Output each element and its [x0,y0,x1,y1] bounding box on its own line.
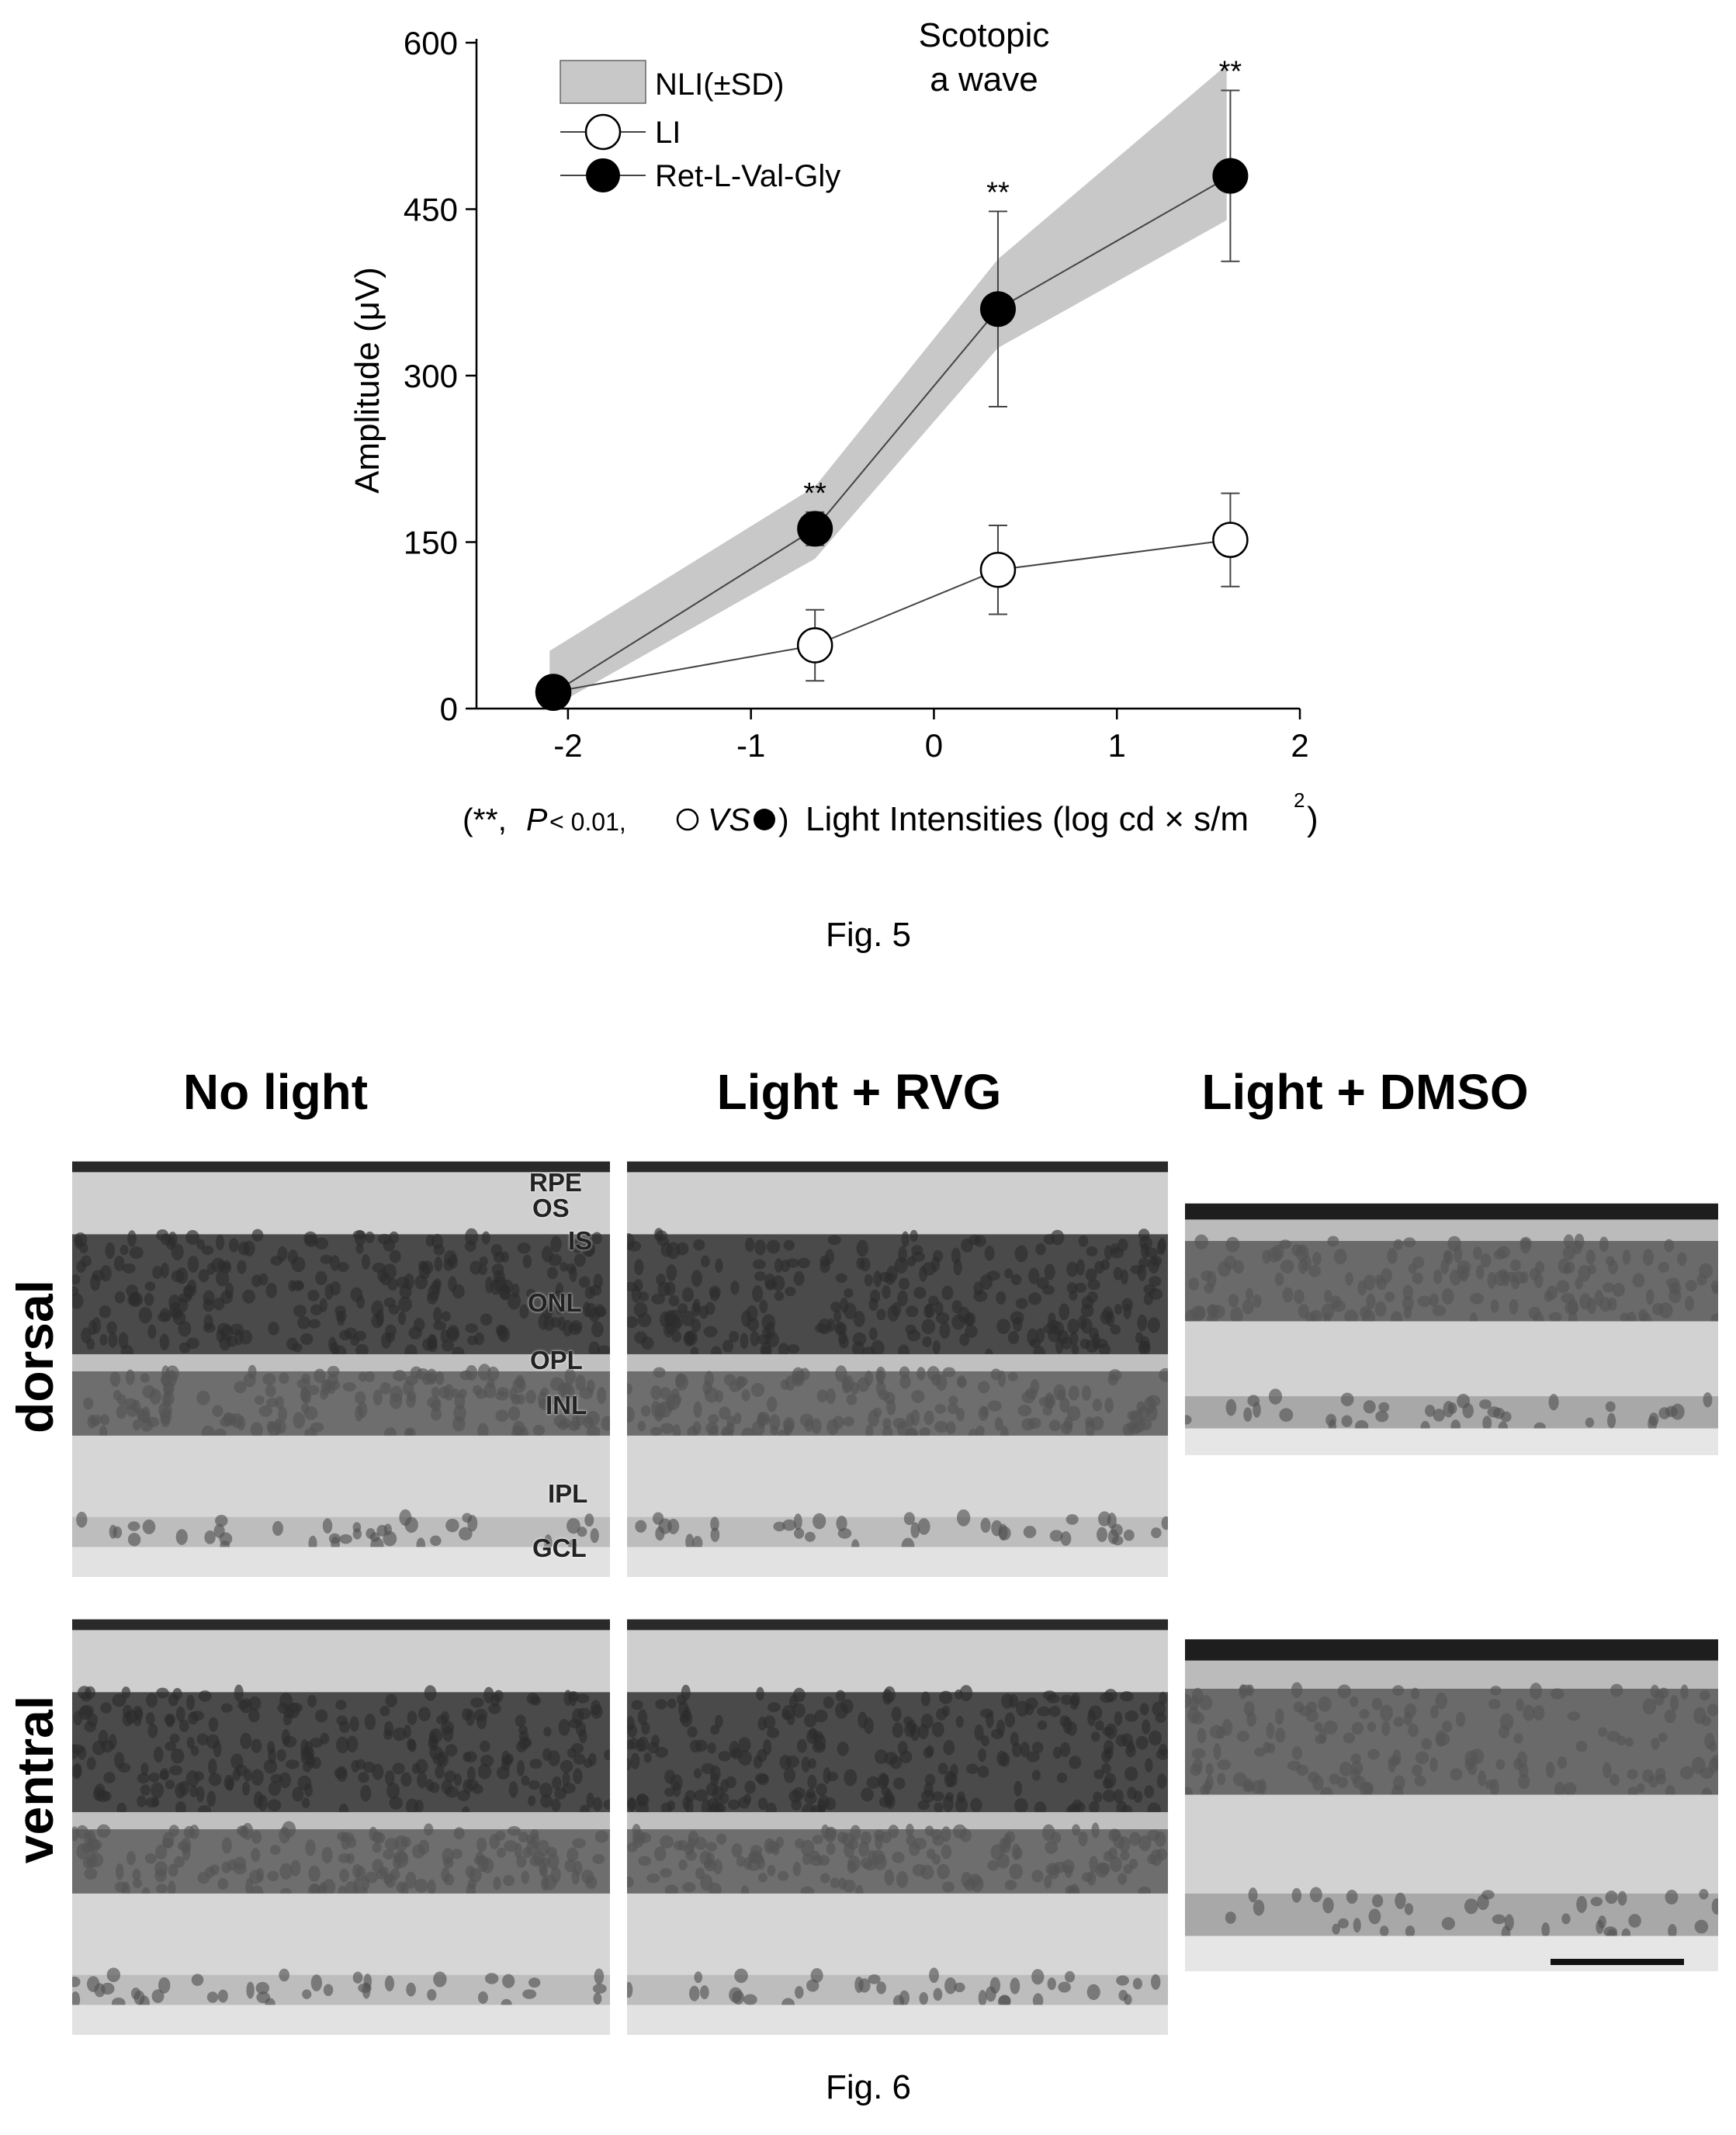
layer-label-is: IS [568,1226,593,1255]
significance-star: ** [1219,55,1242,88]
fig5-caption: Fig. 5 [825,916,912,954]
series-line-1 [553,175,1231,694]
x-tick-label: -2 [553,727,582,764]
data-point-filled [797,511,833,547]
histology-panel-light-rvg-ventral [627,1606,1168,2035]
legend-marker-open [584,113,622,151]
legend-label-band: NLI(±SD) [655,68,784,102]
fig6-caption: Fig. 6 [825,2068,912,2106]
legend-label-series: Ret-L-Val-Gly [655,159,840,193]
histology-texture [627,1606,1168,2035]
x-axis-label-end: ) [1307,800,1318,838]
significance-star: ** [986,176,1010,209]
column-title-light-dmso: Light + DMSO [1201,1064,1529,1120]
x-axis-footnote: (**, P < 0.01, VS ) Light Intensities (l… [463,788,1318,838]
x-axis-label: Light Intensities (log cd × s/m [806,800,1249,838]
column-title-no-light: No light [182,1064,369,1120]
x-tick-label: 2 [1291,727,1308,764]
footnote-p-rest: < 0.01, [549,808,626,836]
data-point-filled [1212,158,1249,194]
significance-star: ** [803,477,826,510]
column-title-light-rvg: Light + RVG [716,1064,1002,1120]
histology-panel-light-dmso-dorsal [1185,1187,1718,1455]
y-tick-label: 450 [404,192,458,228]
legend-label-series: LI [655,116,681,150]
histology-texture [1185,1187,1718,1455]
chart-annotation-line-1: Scotopic [919,16,1050,54]
axes [466,39,1301,719]
nli-sd-band [549,64,1227,709]
layer-label-inl: INL [546,1391,587,1419]
histology-texture [72,1606,610,2035]
footnote-vs: VS [708,802,750,837]
histology-texture [627,1149,1168,1577]
layer-label-os: OS [532,1194,570,1222]
footnote-open: (**, [463,802,507,837]
y-axis-label: Amplitude (μV) [348,267,386,494]
footnote-open-circle [676,808,699,831]
histology-texture [72,1149,610,1577]
data-point-filled [979,291,1016,328]
y-tick-label: 150 [404,525,458,561]
legend-swatch-band [560,60,646,104]
nli-band-area [549,64,1227,709]
significance-markers: ** ** ** [803,55,1242,509]
y-tick-label: 600 [404,25,458,61]
x-tick-label: -1 [736,727,765,764]
layer-label-ipl: IPL [548,1479,588,1508]
row-title-dorsal: dorsal [6,1279,64,1434]
tick-labels: 0 150 300 450 600 -2 -1 0 1 2 [404,25,1309,764]
series-lines [553,175,1231,694]
data-point-open [979,552,1017,588]
footnote-close: ) [778,802,789,837]
footnote-filled-circle [754,809,775,830]
histology-texture [1185,1618,1718,1971]
scale-bar [1551,1959,1684,1965]
y-tick-label: 0 [440,691,458,727]
histology-panel-no-light-dorsal [72,1149,610,1577]
layer-label-opl: OPL [530,1346,583,1374]
data-point-filled [535,674,572,711]
series-line-0 [553,539,1231,693]
data-point-open [796,627,833,664]
histology-panel-no-light-ventral [72,1606,610,2035]
legend-marker-filled [586,158,620,192]
histology-panel-light-dmso-ventral [1185,1618,1718,1971]
x-tick-label: 0 [925,727,943,764]
chart-annotation-line-2: a wave [930,61,1038,99]
layer-label-rpe: RPE [529,1168,582,1197]
layer-label-gcl: GCL [532,1534,587,1562]
data-point-open [1212,522,1249,558]
row-title-ventral: ventral [6,1695,64,1864]
layer-label-onl: ONL [528,1288,582,1317]
x-axis-label-superscript: 2 [1294,788,1305,812]
legend: NLI(±SD) LI Ret-L-Val-Gly [560,60,840,193]
histology-panel-light-rvg-dorsal [627,1149,1168,1577]
fig5-chart: ** ** ** 0 150 300 450 600 -2 -1 0 1 2 NLI(±SD) LI Re… [348,16,1318,838]
footnote-p: P [526,802,548,837]
data-markers [535,158,1249,711]
x-tick-label: 1 [1108,727,1126,764]
y-tick-label: 300 [404,358,458,394]
